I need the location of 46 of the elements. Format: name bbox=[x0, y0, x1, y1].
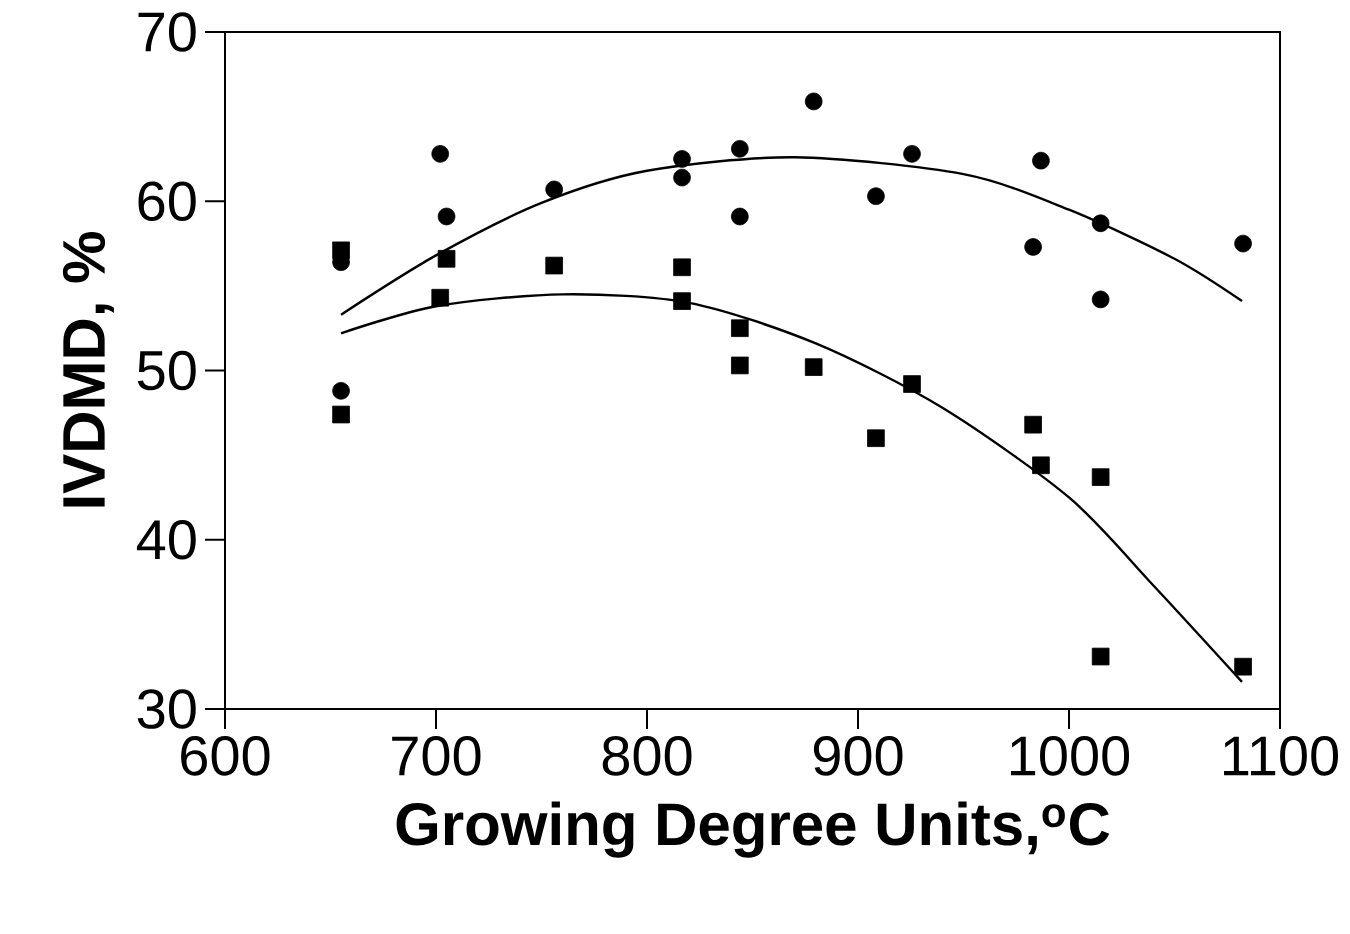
point bbox=[673, 168, 691, 187]
point bbox=[437, 250, 456, 268]
point bbox=[1091, 647, 1110, 666]
point bbox=[1032, 151, 1050, 170]
point bbox=[867, 187, 885, 205]
point bbox=[1032, 456, 1050, 475]
point bbox=[1234, 657, 1252, 676]
point bbox=[673, 150, 691, 168]
x-axis-title: Growing Degree Units,$^{o}$C bbox=[396, 801, 1110, 858]
point bbox=[1024, 415, 1042, 434]
point bbox=[437, 207, 456, 226]
point bbox=[545, 256, 563, 275]
point bbox=[431, 288, 450, 307]
point bbox=[804, 92, 823, 111]
point bbox=[1091, 468, 1110, 486]
point bbox=[1234, 234, 1252, 253]
point bbox=[731, 319, 749, 337]
point bbox=[1091, 290, 1110, 309]
point bbox=[431, 145, 450, 163]
x-tick-label: 1000 bbox=[1010, 736, 1130, 776]
y-tick-label: 30 bbox=[137, 689, 196, 729]
x-tick-label: 1100 bbox=[1224, 736, 1338, 776]
x-tick-label: 800 bbox=[602, 736, 692, 776]
y-tick-label: 70 bbox=[138, 12, 196, 52]
point bbox=[903, 145, 921, 163]
point bbox=[332, 382, 350, 400]
y-tick-label: 60 bbox=[138, 181, 196, 222]
point bbox=[1024, 238, 1042, 256]
point bbox=[731, 356, 749, 375]
x-tick-label: 700 bbox=[392, 736, 481, 776]
x-tick-label: 900 bbox=[813, 736, 903, 776]
point bbox=[731, 207, 749, 226]
y-axis-title: IVDMD, % bbox=[62, 232, 114, 507]
point bbox=[903, 375, 921, 393]
point bbox=[1091, 214, 1110, 233]
x-tick-label: 600 bbox=[181, 736, 270, 776]
point bbox=[731, 139, 749, 158]
point bbox=[867, 429, 885, 448]
point bbox=[673, 258, 691, 277]
point bbox=[545, 180, 563, 199]
y-tick-label: 40 bbox=[136, 519, 196, 560]
point bbox=[332, 241, 350, 260]
point bbox=[332, 405, 350, 424]
point bbox=[804, 358, 823, 376]
point bbox=[673, 292, 691, 310]
y-tick-label: 50 bbox=[137, 350, 196, 391]
